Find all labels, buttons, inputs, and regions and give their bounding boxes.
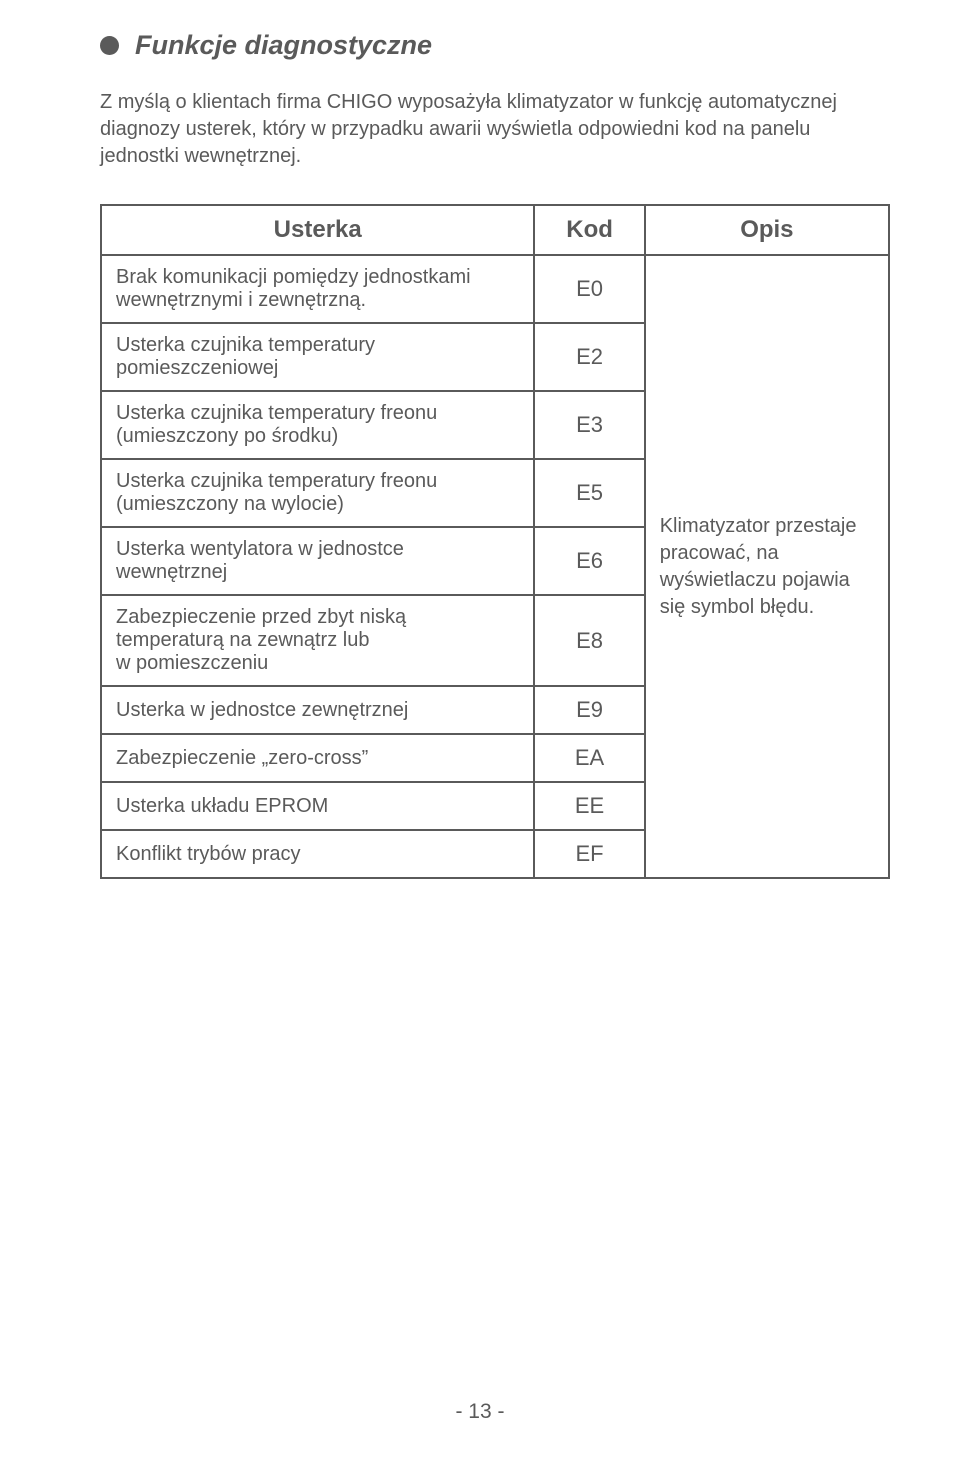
heading-row: Funkcje diagnostyczne <box>100 30 890 61</box>
cell-usterka: Konflikt trybów pracy <box>101 830 534 878</box>
intro-paragraph: Z myślą o klientach firma CHIGO wyposaży… <box>100 89 890 170</box>
cell-kod: E0 <box>534 255 644 323</box>
col-header-usterka: Usterka <box>101 205 534 255</box>
page: Funkcje diagnostyczne Z myślą o klientac… <box>0 0 960 879</box>
table-row: Brak komunikacji pomiędzy jednostkami we… <box>101 255 889 323</box>
cell-opis: Klimatyzator przestaje pracować, na wyśw… <box>645 255 889 878</box>
cell-kod: E3 <box>534 391 644 459</box>
cell-kod: E2 <box>534 323 644 391</box>
cell-kod: EA <box>534 734 644 782</box>
cell-usterka: Usterka układu EPROM <box>101 782 534 830</box>
cell-usterka: Usterka wentylatora w jednostce wewnętrz… <box>101 527 534 595</box>
cell-usterka: Usterka czujnika temperatury pomieszczen… <box>101 323 534 391</box>
cell-usterka: Usterka czujnika temperatury freonu (umi… <box>101 459 534 527</box>
bullet-icon <box>100 36 119 55</box>
cell-kod: E9 <box>534 686 644 734</box>
table-header-row: Usterka Kod Opis <box>101 205 889 255</box>
cell-kod: EF <box>534 830 644 878</box>
cell-usterka: Brak komunikacji pomiędzy jednostkami we… <box>101 255 534 323</box>
error-codes-table: Usterka Kod Opis Brak komunikacji pomięd… <box>100 204 890 879</box>
cell-kod: E6 <box>534 527 644 595</box>
cell-kod: E8 <box>534 595 644 686</box>
cell-kod: EE <box>534 782 644 830</box>
cell-usterka: Zabezpieczenie „zero-cross” <box>101 734 534 782</box>
cell-usterka: Zabezpieczenie przed zbyt niską temperat… <box>101 595 534 686</box>
page-heading: Funkcje diagnostyczne <box>135 30 432 61</box>
col-header-kod: Kod <box>534 205 644 255</box>
cell-usterka: Usterka w jednostce zewnętrznej <box>101 686 534 734</box>
col-header-opis: Opis <box>645 205 889 255</box>
cell-kod: E5 <box>534 459 644 527</box>
cell-usterka: Usterka czujnika temperatury freonu (umi… <box>101 391 534 459</box>
page-footer: - 13 - <box>0 1400 960 1424</box>
